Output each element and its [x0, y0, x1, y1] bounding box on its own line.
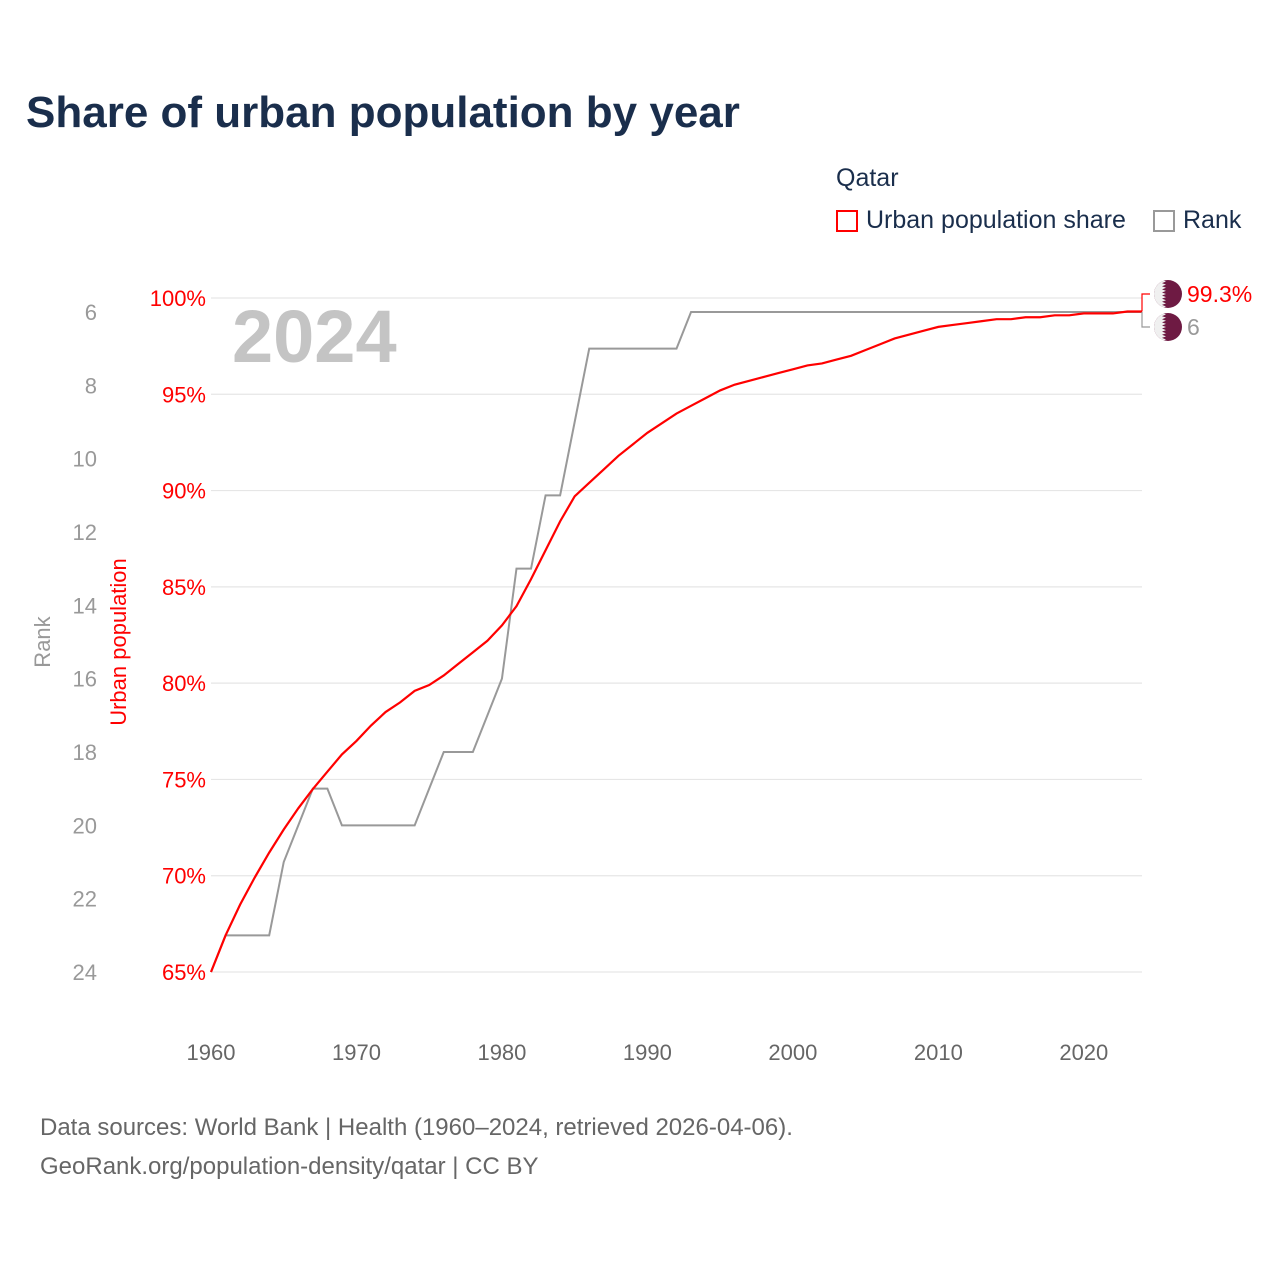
rank-tick-label: 10 — [73, 447, 97, 472]
rank-tick-label: 12 — [73, 520, 97, 545]
rank-last-value: 6 — [1187, 314, 1200, 340]
urban-tick-label: 90% — [162, 479, 206, 504]
qatar-flag-icon — [1154, 313, 1182, 341]
x-tick-label: 2020 — [1059, 1040, 1108, 1065]
chart-title: Share of urban population by year — [26, 88, 740, 137]
urban-tick-label: 80% — [162, 671, 206, 696]
source-line-1: Data sources: World Bank | Health (1960–… — [40, 1114, 793, 1141]
urban-tick-label: 65% — [162, 960, 206, 985]
urban-tick-label: 85% — [162, 575, 206, 600]
x-tick-label: 1970 — [332, 1040, 381, 1065]
rank-tick-label: 6 — [85, 300, 97, 325]
x-tick-label: 2000 — [768, 1040, 817, 1065]
legend-swatch-urban — [836, 209, 858, 232]
x-tick-label: 1960 — [187, 1040, 236, 1065]
urban-tick-label: 95% — [162, 382, 206, 407]
rank-tick-label: 18 — [73, 740, 97, 765]
rank-tick-label: 24 — [73, 960, 97, 985]
year-watermark: 2024 — [232, 295, 397, 378]
urban-tick-label: 75% — [162, 767, 206, 792]
source-note: Data sources: World Bank | Health (1960–… — [40, 1108, 793, 1186]
rank-tick-label: 14 — [73, 593, 97, 618]
urban-connector — [1141, 293, 1150, 312]
legend-label-rank: Rank — [1183, 206, 1242, 234]
rank-connector — [1141, 312, 1150, 328]
rank-line — [210, 311, 1142, 973]
source-line-2[interactable]: GeoRank.org/population-density/qatar | C… — [40, 1153, 539, 1180]
urban-tick-label: 100% — [150, 286, 206, 311]
legend-label-urban: Urban population share — [866, 206, 1126, 234]
urban-line — [209, 310, 1142, 973]
legend-title: Qatar — [836, 164, 899, 192]
urban-last-value: 99.3% — [1187, 281, 1252, 307]
rank-tick-label: 20 — [73, 813, 97, 838]
x-tick-label: 2010 — [914, 1040, 963, 1065]
rank-tick-label: 16 — [73, 667, 97, 692]
rank-axis-label: Rank — [30, 615, 55, 667]
legend-swatch-rank — [1153, 209, 1175, 232]
qatar-flag-icon — [1154, 280, 1182, 308]
x-tick-label: 1980 — [477, 1040, 526, 1065]
legend-item-rank[interactable]: Rank — [1153, 206, 1241, 235]
rank-tick-label: 8 — [85, 373, 97, 398]
urban-axis-label: Urban population — [106, 558, 131, 726]
legend-item-urban[interactable]: Urban population share — [836, 206, 1126, 235]
rank-tick-label: 22 — [73, 887, 97, 912]
x-tick-label: 1990 — [623, 1040, 672, 1065]
urban-tick-label: 70% — [162, 864, 206, 889]
